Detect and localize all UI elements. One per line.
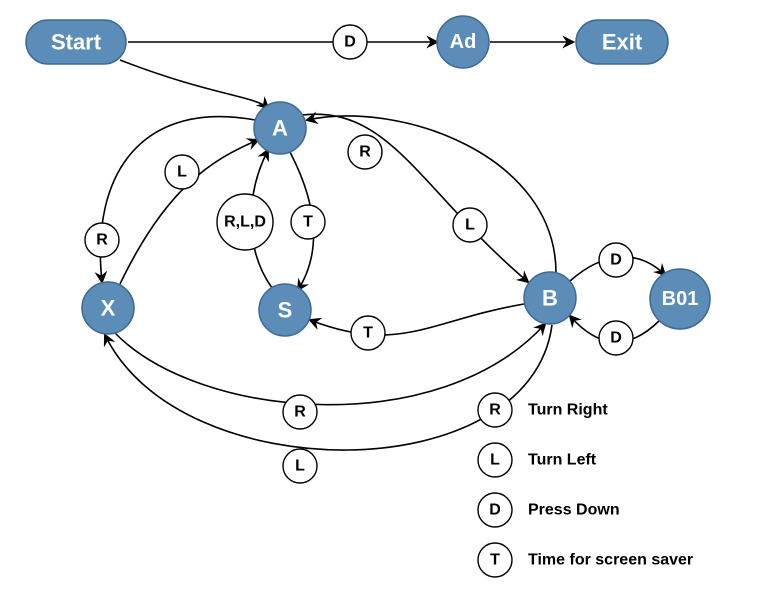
state-diagram: D L R R L T R,L,D T R L D D Start Ad Exit A X S B B01 R Turn … xyxy=(0,0,774,608)
edge-label-start_ad: D xyxy=(344,34,356,51)
edge-label-x_b_R: R xyxy=(294,404,306,421)
legend-text-D: Press Down xyxy=(528,502,620,519)
legend-text-T: Time for screen saver xyxy=(528,552,693,569)
node-label-s: S xyxy=(278,298,293,323)
edge-label-b01_b_D: D xyxy=(610,330,622,347)
edge-label-b_a_L: L xyxy=(465,217,475,234)
node-label-exit: Exit xyxy=(602,30,643,55)
edge-b_a_L xyxy=(307,116,556,272)
legend-symbol-D: D xyxy=(489,502,501,519)
edge-label-s_a_RLD: R,L,D xyxy=(224,214,266,231)
node-label-ad: Ad xyxy=(450,31,477,53)
edge-label-b_s_T: T xyxy=(363,325,373,342)
legend-text-R: Turn Right xyxy=(528,402,608,419)
edge-label-x_a_L: L xyxy=(177,164,187,181)
node-label-start: Start xyxy=(51,30,102,55)
node-label-a: A xyxy=(272,116,288,141)
legend-symbol-R: R xyxy=(489,402,501,419)
edge-label-a_s_T: T xyxy=(303,214,313,231)
edge-label-a_x_R: R xyxy=(96,232,108,249)
node-label-b: B xyxy=(542,286,558,311)
edge-a_b_R xyxy=(302,114,528,282)
edge-label-b_b01_D: D xyxy=(610,252,622,269)
edge-x_b_R xyxy=(115,324,545,405)
legend-symbol-L: L xyxy=(490,452,500,469)
edge-label-b_x_L: L xyxy=(295,458,305,475)
legend: R Turn Right L Turn Left D Press Down T Time fo… xyxy=(478,393,693,577)
edge-b_x_L xyxy=(105,325,552,450)
edge-label-a_b_R: R xyxy=(359,144,371,161)
legend-text-L: Turn Left xyxy=(528,452,597,469)
legend-symbol-T: T xyxy=(490,552,500,569)
edge-b_s_T xyxy=(310,304,524,335)
node-label-b01: B01 xyxy=(662,288,699,310)
edges-layer xyxy=(100,42,665,450)
node-label-x: X xyxy=(101,296,116,321)
edge-start_a xyxy=(120,60,268,108)
